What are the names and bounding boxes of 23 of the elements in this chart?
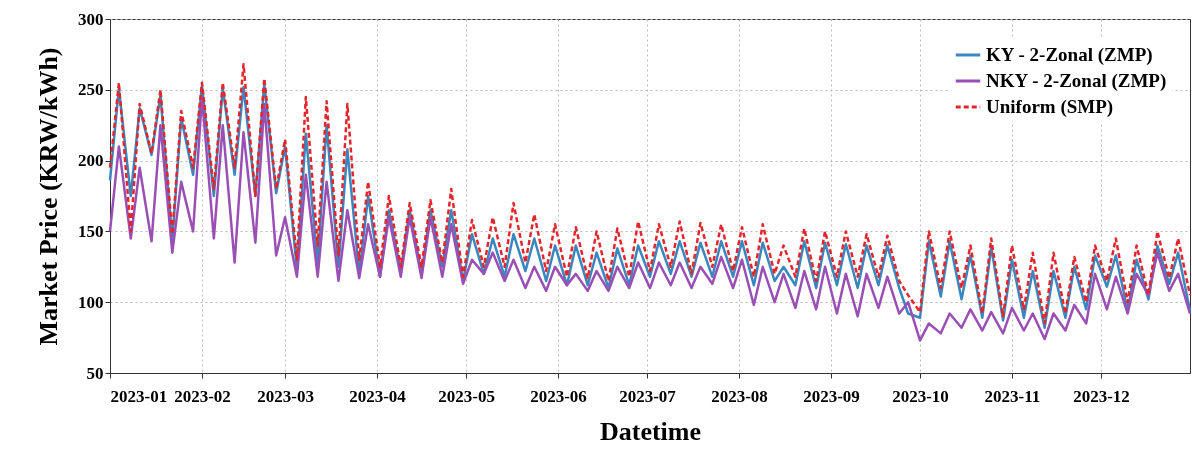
y-tick-label: 250	[78, 80, 104, 100]
legend-label: NKY - 2-Zonal (ZMP)	[986, 70, 1167, 92]
y-tick-label: 50	[86, 363, 104, 383]
x-tick-label: 2023-07	[619, 386, 677, 406]
x-tick-label: 2023-04	[349, 386, 407, 406]
x-tick-label: 2023-10	[892, 386, 949, 406]
y-tick-label: 150	[78, 221, 104, 241]
x-tick-label: 2023-12	[1073, 386, 1130, 406]
x-tick-label: 2023-01	[110, 386, 168, 406]
y-axis-title: Market Price (KRW/kWh)	[34, 47, 63, 346]
legend-label: KY - 2-Zonal (ZMP)	[986, 44, 1153, 66]
y-tick-label: 100	[78, 292, 104, 312]
x-tick-label: 2023-05	[438, 386, 495, 406]
x-tick-label: 2023-09	[803, 386, 860, 406]
x-tick-label: 2023-08	[711, 386, 768, 406]
x-axis-title: Datetime	[599, 416, 702, 446]
x-tick-label: 2023-06	[530, 386, 587, 406]
x-tick-label: 2023-11	[984, 386, 1041, 406]
y-tick-label: 300	[78, 9, 104, 29]
x-tick-label: 2023-03	[257, 386, 314, 406]
x-tick-label: 2023-02	[174, 386, 231, 406]
y-tick-label: 200	[78, 151, 104, 171]
legend-label: Uniform (SMP)	[986, 96, 1114, 118]
